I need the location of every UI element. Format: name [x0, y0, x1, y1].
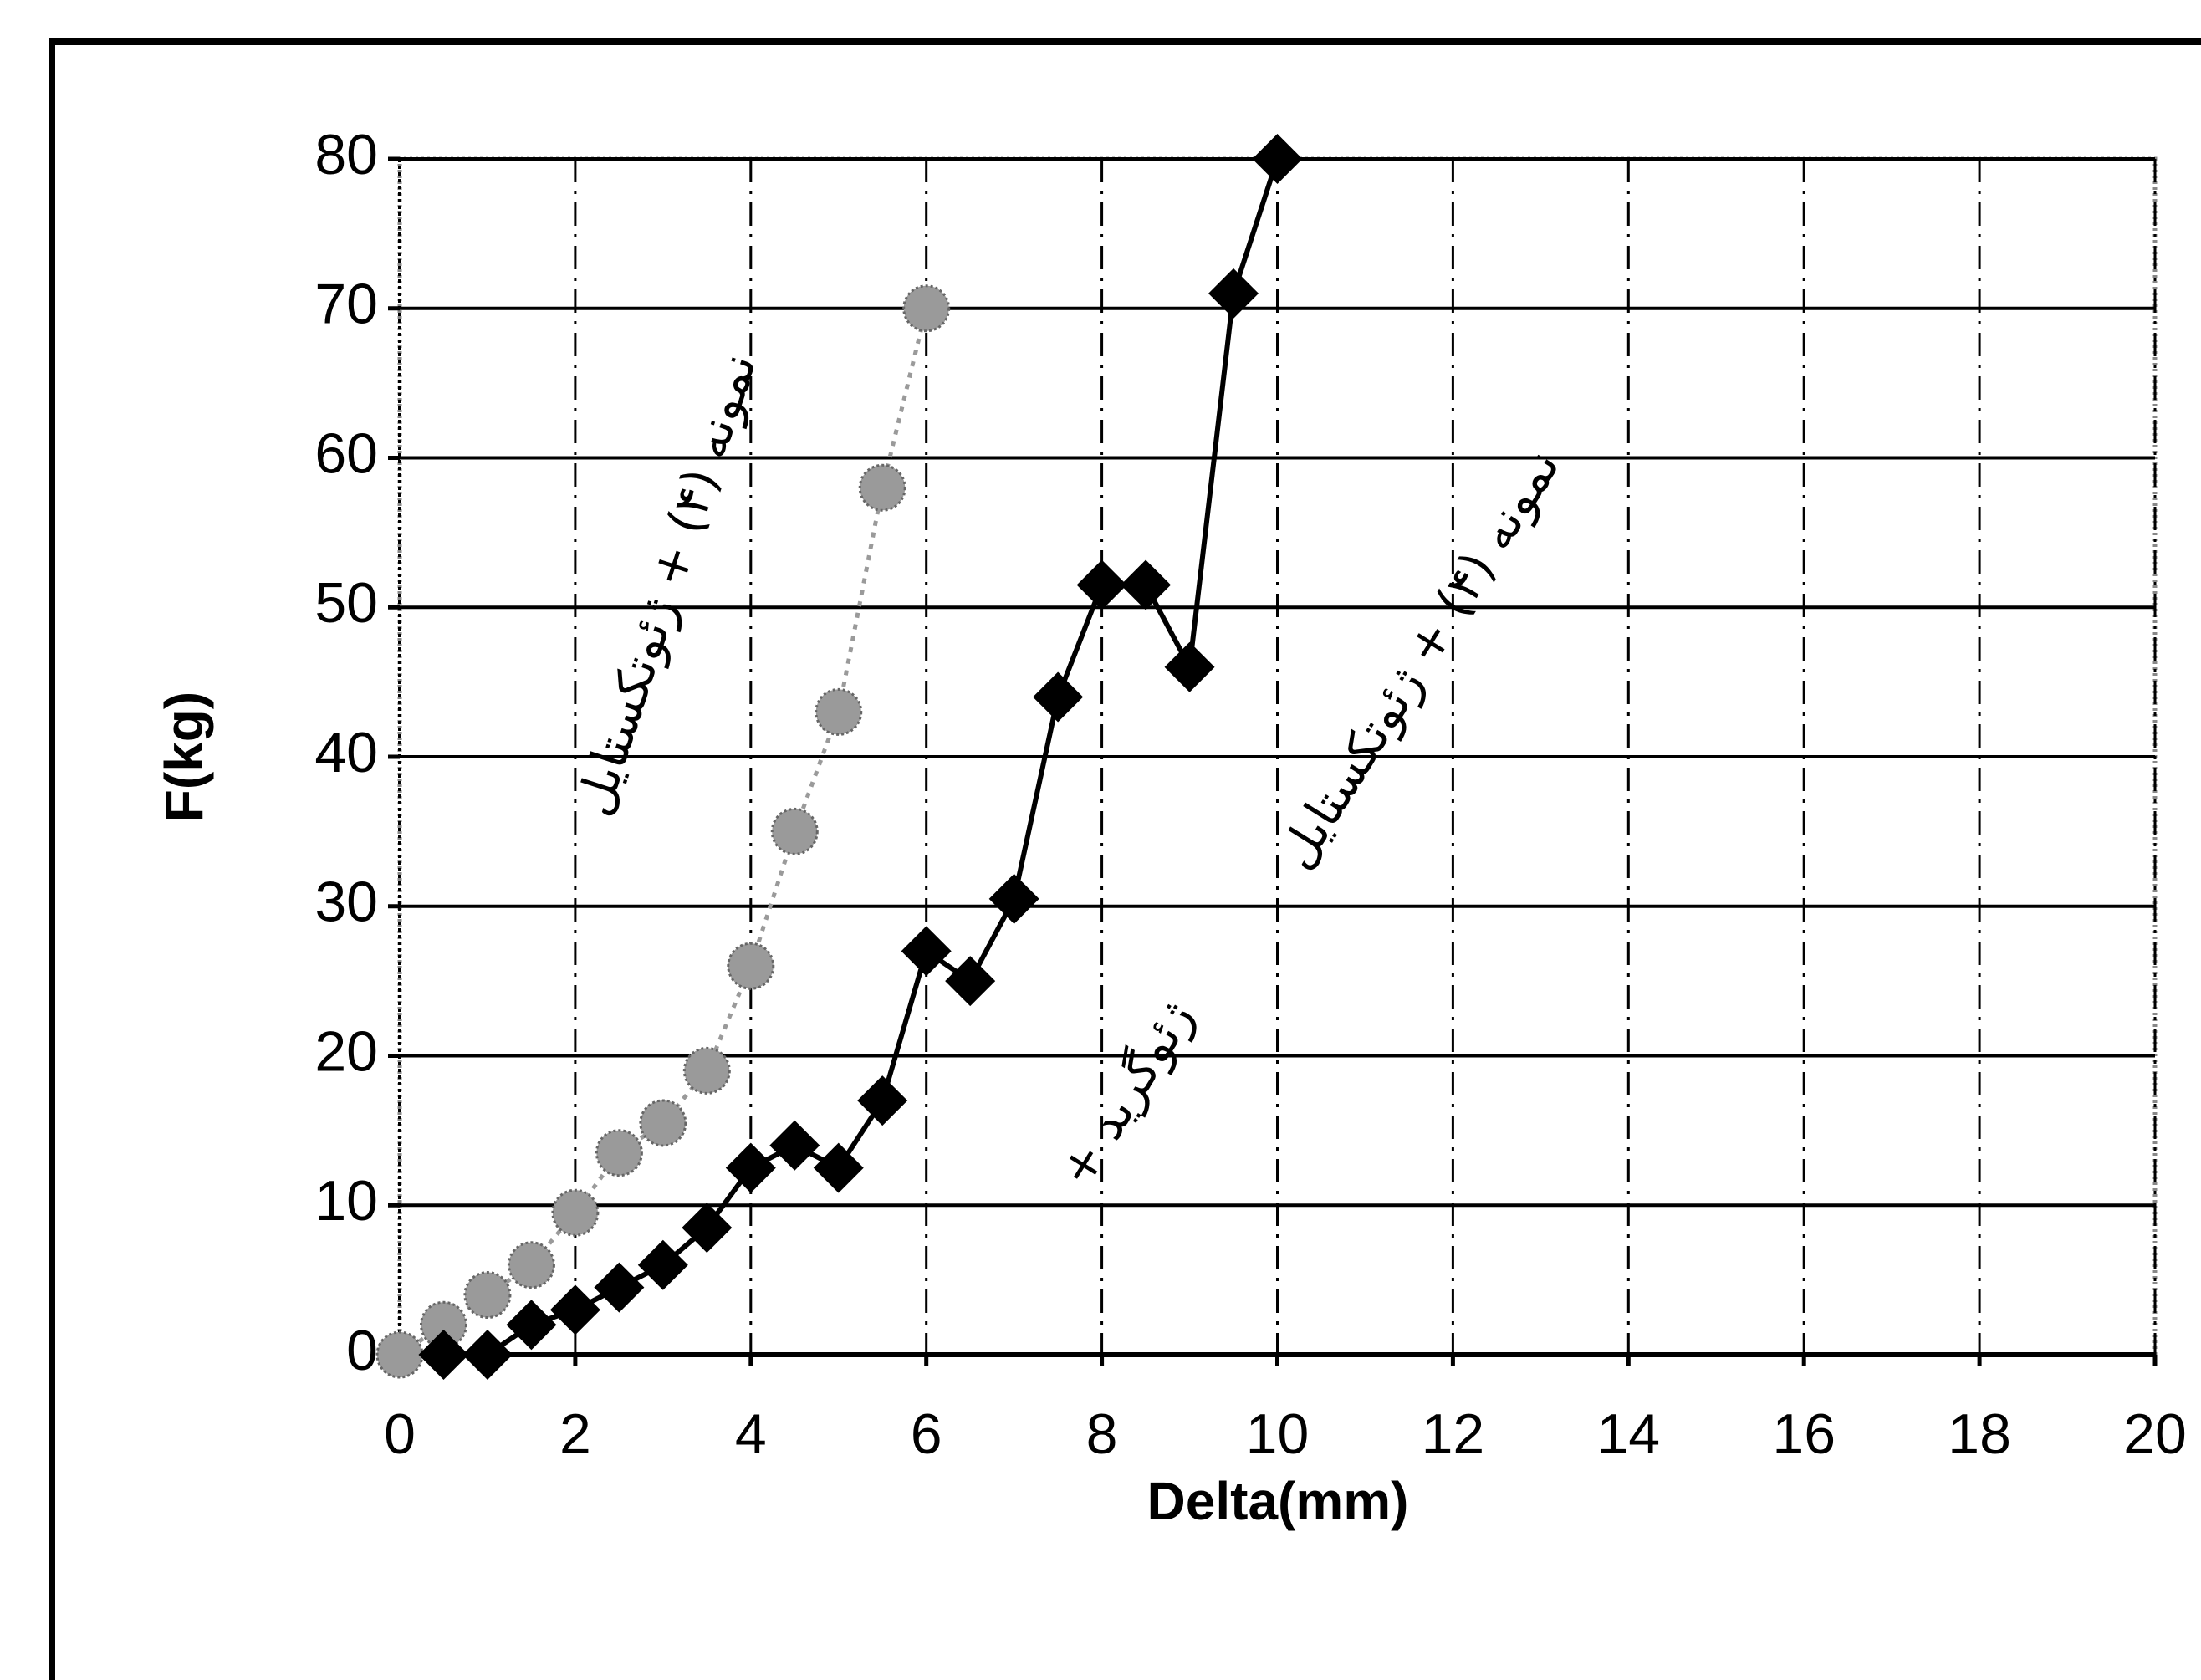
y-tick-label: 80 — [314, 123, 378, 186]
point — [727, 942, 775, 990]
point — [902, 284, 951, 333]
point — [463, 1271, 512, 1319]
point — [1252, 134, 1303, 184]
point — [725, 1142, 776, 1193]
point — [1033, 671, 1084, 723]
point — [769, 1120, 820, 1171]
x-axis-title: Delta(mm) — [1147, 1471, 1409, 1531]
x-tick-label: 20 — [2123, 1402, 2187, 1466]
x-tick-label: 12 — [1422, 1402, 1485, 1466]
x-tick-label: 0 — [384, 1402, 416, 1466]
y-tick-label: 50 — [314, 571, 378, 635]
point — [594, 1262, 645, 1313]
point — [858, 463, 906, 512]
point — [507, 1241, 555, 1289]
frame — [49, 38, 2201, 1680]
x-tick-label: 4 — [735, 1402, 767, 1466]
point — [418, 1330, 469, 1380]
point — [988, 873, 1039, 924]
point — [682, 1203, 733, 1254]
point — [637, 1239, 688, 1290]
y-tick-label: 0 — [346, 1319, 378, 1382]
point — [506, 1300, 557, 1351]
x-tick-label: 8 — [1086, 1402, 1118, 1466]
point — [901, 926, 952, 977]
point — [813, 1142, 864, 1193]
point — [770, 807, 819, 855]
point — [1208, 268, 1259, 319]
x-tick-label: 16 — [1772, 1402, 1836, 1466]
y-tick-label: 10 — [314, 1169, 378, 1233]
point — [595, 1129, 643, 1177]
point — [945, 956, 996, 1007]
x-tick-label: 10 — [1246, 1402, 1310, 1466]
y-tick-label: 30 — [314, 871, 378, 934]
point — [639, 1099, 687, 1147]
point — [551, 1188, 600, 1237]
point — [375, 1330, 424, 1379]
point — [1164, 641, 1215, 692]
y-tick-label: 40 — [314, 721, 378, 784]
y-axis-title: F(kg) — [154, 692, 214, 822]
y-tick-label: 20 — [314, 1019, 378, 1083]
point — [1076, 559, 1127, 610]
y-tick-label: 60 — [314, 421, 378, 485]
x-tick-label: 14 — [1596, 1402, 1660, 1466]
point — [857, 1075, 908, 1126]
x-tick-label: 6 — [911, 1402, 942, 1466]
point — [1121, 559, 1172, 610]
point — [549, 1284, 600, 1335]
point — [462, 1330, 513, 1380]
x-tick-label: 18 — [1948, 1402, 2011, 1466]
point — [682, 1046, 731, 1095]
y-tick-label: 70 — [314, 273, 378, 336]
x-tick-label: 2 — [559, 1402, 591, 1466]
point — [815, 687, 863, 736]
